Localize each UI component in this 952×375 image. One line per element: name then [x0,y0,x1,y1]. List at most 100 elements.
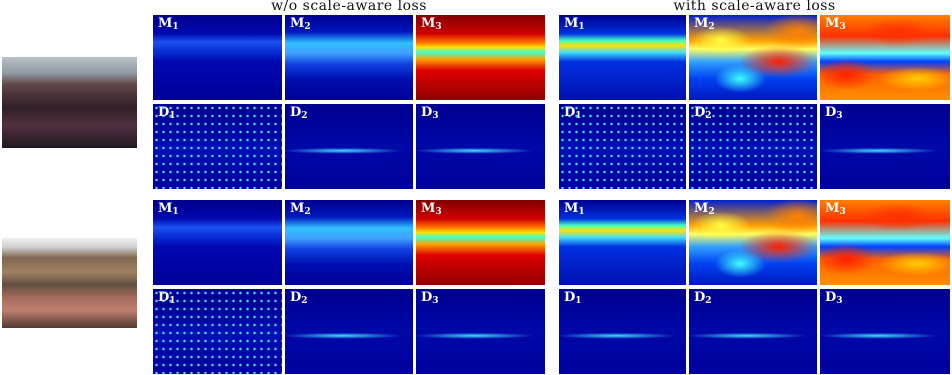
label-subscript: 2 [304,22,311,32]
panel-label: D2 [290,105,308,121]
panel-label: M1 [158,201,179,217]
label-subscript: 1 [169,111,176,121]
label-subscript: 3 [836,111,843,121]
label-letter: D [290,105,302,120]
panel-label: M3 [421,16,442,32]
label-subscript: 3 [836,296,843,306]
label-subscript: 1 [578,22,585,32]
label-letter: D [825,290,837,305]
label-letter: M [825,201,840,216]
panel-label: M1 [158,16,179,32]
label-letter: M [694,16,709,31]
label-letter: M [421,201,436,216]
panel-label: D3 [825,290,843,306]
label-subscript: 2 [301,111,308,121]
label-letter: M [564,201,579,216]
heatmap-panel: D3 [820,104,950,189]
label-subscript: 2 [705,111,712,121]
label-subscript: 3 [432,296,439,306]
panel-label: M3 [825,16,846,32]
label-letter: M [421,16,436,31]
label-letter: M [694,201,709,216]
panel-label: D1 [564,105,582,121]
panel-label: D2 [694,105,712,121]
label-letter: D [421,105,433,120]
panel-label: M2 [694,16,715,32]
column-header: with scale-aware loss [673,0,836,14]
label-subscript: 1 [172,22,179,32]
panel-label: D2 [290,290,308,306]
panel-label: D3 [421,290,439,306]
heatmap-panel: M3 [416,200,545,285]
heatmap-panel: D2 [285,104,413,189]
panel-label: M2 [694,201,715,217]
label-subscript: 3 [839,22,846,32]
input-photo [2,57,137,148]
label-letter: M [158,201,173,216]
heatmap-panel: M3 [820,200,950,285]
heatmap-panel: D3 [416,289,545,374]
heatmap-panel: D3 [820,289,950,374]
heatmap-panel: M1 [559,200,686,285]
heatmap-panel: M1 [559,15,686,100]
label-subscript: 1 [575,111,582,121]
panel-label: M2 [290,16,311,32]
label-letter: D [564,105,576,120]
heatmap-panel: M2 [689,15,817,100]
heatmap-panel: D1 [153,289,282,374]
heatmap-panel: M1 [153,200,282,285]
label-letter: D [421,290,433,305]
panel-label: M2 [290,201,311,217]
heatmap-panel: M3 [820,15,950,100]
label-letter: M [290,201,305,216]
heatmap-panel: D2 [689,104,817,189]
heatmap-panel: D2 [285,289,413,374]
panel-label: M1 [564,201,585,217]
heatmap-panel: D1 [559,104,686,189]
label-subscript: 1 [172,207,179,217]
heatmap-panel: D2 [689,289,817,374]
heatmap-panel: M2 [285,200,413,285]
heatmap-panel: M1 [153,15,282,100]
label-letter: D [825,105,837,120]
label-subscript: 3 [435,22,442,32]
label-subscript: 2 [708,207,715,217]
label-letter: D [158,290,170,305]
label-subscript: 3 [839,207,846,217]
heatmap-panel: D3 [416,104,545,189]
label-letter: D [564,290,576,305]
label-letter: D [290,290,302,305]
heatmap-panel: D1 [559,289,686,374]
label-subscript: 1 [169,296,176,306]
panel-label: M3 [825,201,846,217]
label-subscript: 1 [578,207,585,217]
heatmap-panel: M2 [285,15,413,100]
panel-label: M3 [421,201,442,217]
heatmap-panel: M3 [416,15,545,100]
input-photo [2,238,137,328]
label-letter: M [158,16,173,31]
label-subscript: 2 [705,296,712,306]
panel-label: D3 [825,105,843,121]
panel-label: D1 [564,290,582,306]
label-letter: M [825,16,840,31]
panel-label: M1 [564,16,585,32]
column-header: w/o scale-aware loss [271,0,427,14]
label-subscript: 2 [304,207,311,217]
label-letter: D [158,105,170,120]
panel-label: D1 [158,290,176,306]
panel-label: D3 [421,105,439,121]
label-subscript: 1 [575,296,582,306]
label-subscript: 2 [301,296,308,306]
panel-label: D1 [158,105,176,121]
panel-label: D2 [694,290,712,306]
label-letter: M [290,16,305,31]
label-subscript: 3 [435,207,442,217]
label-letter: M [564,16,579,31]
heatmap-panel: M2 [689,200,817,285]
label-subscript: 3 [432,111,439,121]
label-letter: D [694,105,706,120]
label-subscript: 2 [708,22,715,32]
heatmap-panel: D1 [153,104,282,189]
